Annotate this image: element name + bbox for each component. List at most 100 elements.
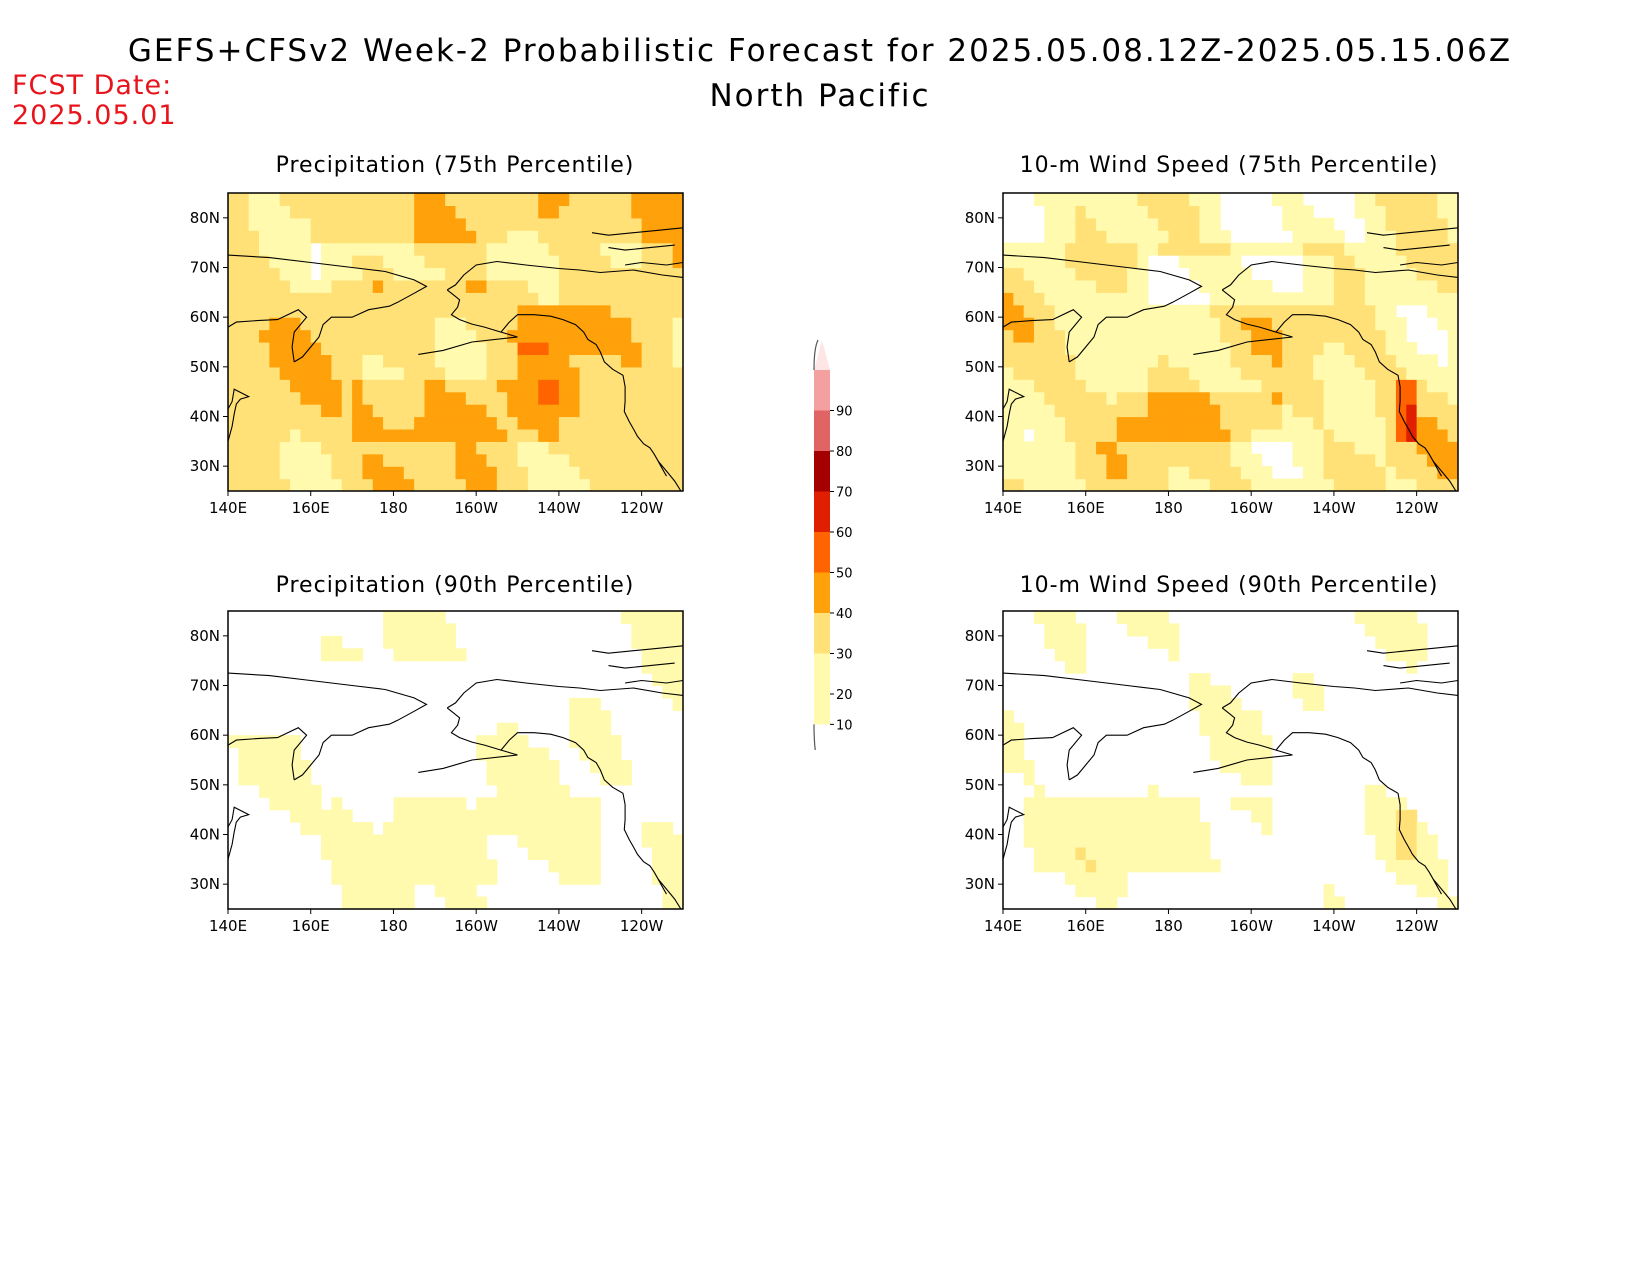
probability-cell [1406, 809, 1418, 823]
probability-cell [538, 304, 550, 318]
probability-cell [538, 354, 550, 368]
probability-cell [290, 404, 301, 418]
probability-cell [620, 242, 632, 256]
probability-cell [651, 466, 663, 480]
probability-cell [1003, 760, 1014, 774]
probability-cell [341, 846, 353, 860]
probability-cell [1096, 441, 1108, 455]
probability-cell [269, 267, 281, 281]
probability-cell [538, 242, 550, 256]
probability-cell [372, 391, 384, 405]
probability-cell [548, 279, 560, 293]
probability-cell [1116, 329, 1128, 343]
probability-cell [1292, 354, 1304, 368]
probability-cell [569, 834, 581, 848]
probability-cell [1137, 317, 1149, 331]
probability-cell [1178, 354, 1190, 368]
probability-cell [620, 304, 632, 318]
probability-cell [527, 391, 539, 405]
probability-cell [424, 366, 436, 380]
y-tick-label: 40N [190, 826, 220, 844]
probability-cell [1096, 217, 1108, 231]
probability-cell [403, 466, 415, 480]
probability-cell [486, 760, 498, 774]
probability-cell [228, 217, 239, 231]
colorbar-segment [814, 532, 830, 573]
probability-cell [476, 822, 488, 836]
probability-cell [1054, 416, 1066, 430]
probability-cell [1385, 391, 1397, 405]
probability-cell [620, 611, 632, 625]
probability-cell [631, 478, 643, 491]
probability-cell [1158, 366, 1170, 380]
probability-cell [558, 859, 570, 873]
probability-cell [1426, 379, 1438, 393]
probability-cell [1416, 846, 1428, 860]
probability-cell [569, 255, 581, 269]
probability-cell [1085, 404, 1097, 418]
probability-cell [331, 648, 343, 662]
probability-cell [1271, 416, 1283, 430]
probability-cell [403, 428, 415, 442]
probability-cell [269, 428, 281, 442]
probability-cell [589, 242, 601, 256]
probability-cell [1385, 230, 1397, 244]
probability-cell [414, 797, 426, 811]
probability-cell [362, 317, 374, 331]
probability-cell [383, 441, 395, 455]
probability-cell [1220, 279, 1232, 293]
probability-cell [1096, 859, 1108, 873]
probability-cell [465, 267, 477, 281]
probability-cell [393, 404, 405, 418]
probability-cell [372, 896, 384, 909]
probability-cell [517, 304, 529, 318]
probability-cell [1189, 379, 1201, 393]
probability-cell [1168, 466, 1180, 480]
probability-cell [362, 859, 374, 873]
probability-cell [486, 329, 498, 343]
x-tick-label: 180 [1154, 499, 1183, 517]
probability-cell [1168, 809, 1180, 823]
probability-cell [228, 391, 239, 405]
probability-cell [486, 354, 498, 368]
probability-cell [620, 193, 632, 207]
probability-cell [1044, 304, 1056, 318]
probability-cell [403, 391, 415, 405]
probability-cell [290, 267, 301, 281]
probability-cell [507, 441, 519, 455]
probability-cell [1251, 354, 1263, 368]
probability-cell [238, 416, 250, 430]
probability-cell [1416, 391, 1428, 405]
probability-cell [1189, 453, 1201, 467]
probability-cell [1364, 304, 1376, 318]
probability-cell [1385, 428, 1397, 442]
probability-cell [1044, 193, 1056, 207]
probability-cell [476, 304, 488, 318]
probability-cell [1406, 255, 1418, 269]
probability-cell [651, 635, 663, 649]
probability-cell [455, 404, 467, 418]
probability-cell [393, 205, 405, 219]
probability-cell [1209, 404, 1221, 418]
probability-cell [1395, 279, 1407, 293]
probability-cell [310, 366, 322, 380]
probability-cell [269, 329, 281, 343]
probability-cell [496, 822, 508, 836]
probability-cell [1282, 404, 1294, 418]
probability-cell [620, 354, 632, 368]
probability-cell [610, 193, 622, 207]
probability-cell [341, 859, 353, 873]
probability-cell [1333, 896, 1345, 909]
probability-cell [1168, 478, 1180, 491]
probability-cell [1106, 304, 1118, 318]
colorbar-label: 40 [836, 607, 853, 622]
probability-cell [589, 428, 601, 442]
probability-cell [1127, 304, 1139, 318]
probability-cell [1168, 648, 1180, 662]
probability-cell [631, 304, 643, 318]
probability-cell [538, 797, 550, 811]
probability-cell [341, 428, 353, 442]
probability-cell [1395, 230, 1407, 244]
probability-cell [279, 205, 291, 219]
probability-cell [496, 404, 508, 418]
